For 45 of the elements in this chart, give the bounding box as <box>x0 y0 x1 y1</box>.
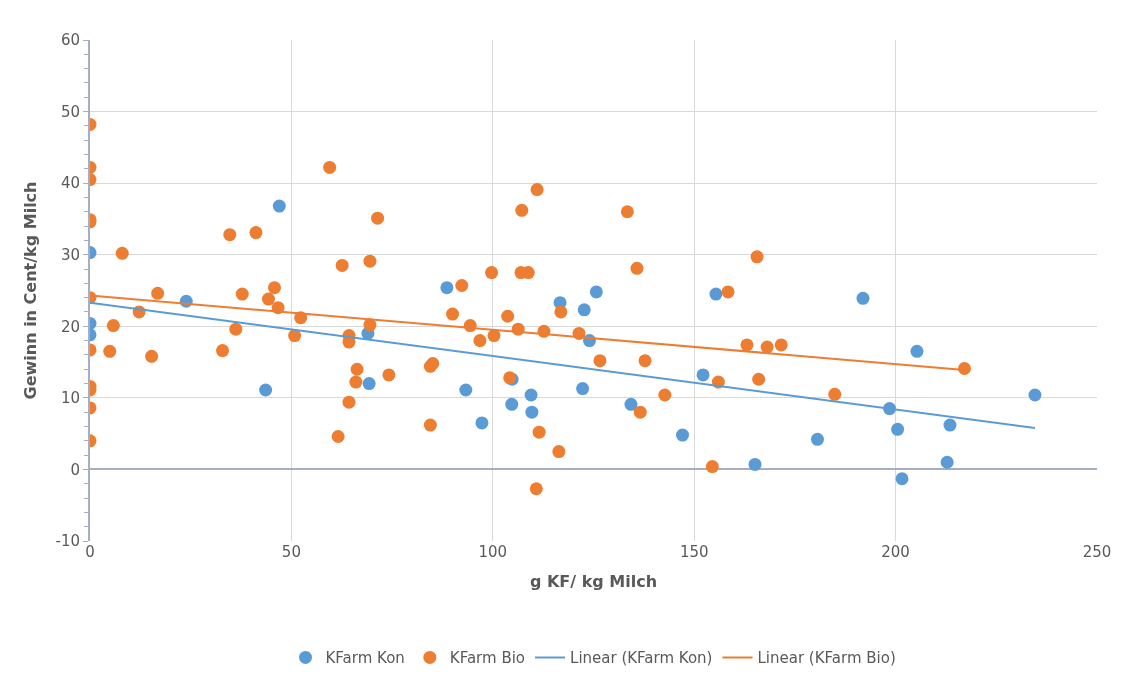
point <box>259 383 273 397</box>
point <box>1028 388 1042 402</box>
x-tick-label: 100 <box>478 543 508 561</box>
point <box>576 382 590 396</box>
y-tick-label: 60 <box>60 31 80 50</box>
point <box>459 383 473 397</box>
point <box>589 285 603 299</box>
point <box>943 418 957 432</box>
x-tick-label: 0 <box>85 543 95 561</box>
legend-label: KFarm Kon <box>325 649 405 668</box>
x-tick-label: 150 <box>679 543 709 561</box>
y-axis-title: Gewinn in Cent/kg Milch <box>20 181 40 400</box>
point <box>910 344 924 358</box>
point <box>577 303 591 317</box>
y-tick-label: 0 <box>70 460 80 479</box>
point <box>940 455 954 469</box>
legend-label: Linear (KFarm Bio) <box>757 649 896 668</box>
y-tick-label: 30 <box>60 245 80 264</box>
point <box>475 416 489 430</box>
y-tick-label: 50 <box>60 102 80 121</box>
legend-label: KFarm Bio <box>449 649 526 668</box>
x-tick-label: 50 <box>281 543 301 561</box>
y-tick-label: 20 <box>60 317 80 336</box>
point <box>856 291 870 305</box>
point <box>440 281 454 295</box>
point <box>524 388 538 402</box>
point <box>272 199 286 213</box>
point <box>891 422 905 436</box>
legend-label: Linear (KFarm Kon) <box>570 649 713 668</box>
x-axis-title: g KF/ kg Milch <box>529 571 658 591</box>
point <box>810 432 824 446</box>
point <box>624 397 638 411</box>
y-tick-label: 40 <box>60 174 80 193</box>
point <box>748 457 762 471</box>
x-tick-label: 250 <box>1082 543 1112 561</box>
y-tick-label: 10 <box>60 389 80 408</box>
point <box>709 287 723 301</box>
point <box>362 377 376 391</box>
y-tick-label: -10 <box>55 532 80 551</box>
point <box>676 428 690 442</box>
point <box>895 472 909 486</box>
point <box>505 397 519 411</box>
x-tick-label: 200 <box>881 543 910 561</box>
point <box>525 405 539 419</box>
point <box>696 368 710 382</box>
